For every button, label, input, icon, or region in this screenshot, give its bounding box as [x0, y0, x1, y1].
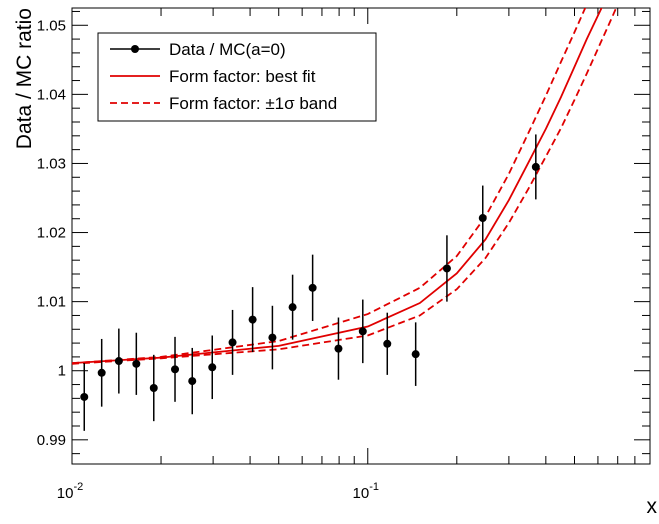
curve-form-factor-best-fit: [72, 8, 603, 365]
y-tick-label: 1.04: [37, 86, 66, 103]
data-point: [149, 384, 158, 392]
data-point: [334, 344, 343, 353]
data-point: [80, 392, 89, 401]
data-point: [114, 357, 123, 366]
y-tick-label: 0.99: [37, 432, 66, 449]
x-tick-label-exponent: -1: [369, 481, 379, 493]
data-point: [171, 365, 180, 374]
data-point: [97, 368, 106, 377]
legend-label: Data / MC(a=0): [169, 40, 286, 59]
data-point: [248, 315, 257, 324]
curve-upper: [72, 8, 587, 365]
data-point: [288, 303, 297, 312]
x-tick-label: 10-1: [353, 481, 379, 502]
data-point: [411, 350, 420, 359]
y-tick-label: 1.01: [37, 294, 66, 311]
legend-label: Form factor: best fit: [169, 67, 316, 86]
data-point: [531, 162, 540, 171]
x-axis-tick-labels: 10-2 10-1: [57, 481, 379, 502]
plot-frame: [71, 7, 651, 465]
y-axis-ticks: [72, 10, 650, 455]
data-point: [308, 283, 317, 292]
x-axis-label: x: [647, 495, 658, 518]
y-axis-label: Data / MC ratio: [13, 8, 36, 149]
legend-label: Form factor: ±1σ band: [169, 94, 337, 113]
y-axis-tick-labels: 0.99 1 1.01 1.02 1.03 1.04 1.05: [37, 17, 66, 449]
x-tick-label: 10-2: [57, 481, 83, 502]
data-points: [80, 134, 540, 431]
y-tick-label: 1.03: [37, 155, 66, 172]
x-tick-label-base: 10: [57, 485, 74, 502]
y-tick-label: 1.05: [37, 17, 66, 34]
data-point: [268, 333, 277, 342]
legend-marker: [131, 45, 139, 53]
legend-box: [97, 32, 377, 122]
data-point: [132, 359, 141, 368]
data-point: [228, 338, 237, 347]
x-tick-label-base: 10: [353, 485, 370, 502]
data-point: [188, 377, 197, 386]
y-tick-label: 1.02: [37, 225, 66, 242]
data-point: [442, 264, 451, 273]
data-point: [208, 363, 217, 372]
x-tick-label-exponent: -2: [73, 481, 83, 493]
legend: Data / MC(a=0) Form factor: best fit Form …: [97, 32, 377, 122]
x-axis-ticks: [71, 8, 651, 464]
data-point: [478, 214, 487, 223]
data-point: [358, 327, 367, 336]
y-tick-label: 1: [58, 363, 66, 380]
data-point: [383, 339, 392, 348]
